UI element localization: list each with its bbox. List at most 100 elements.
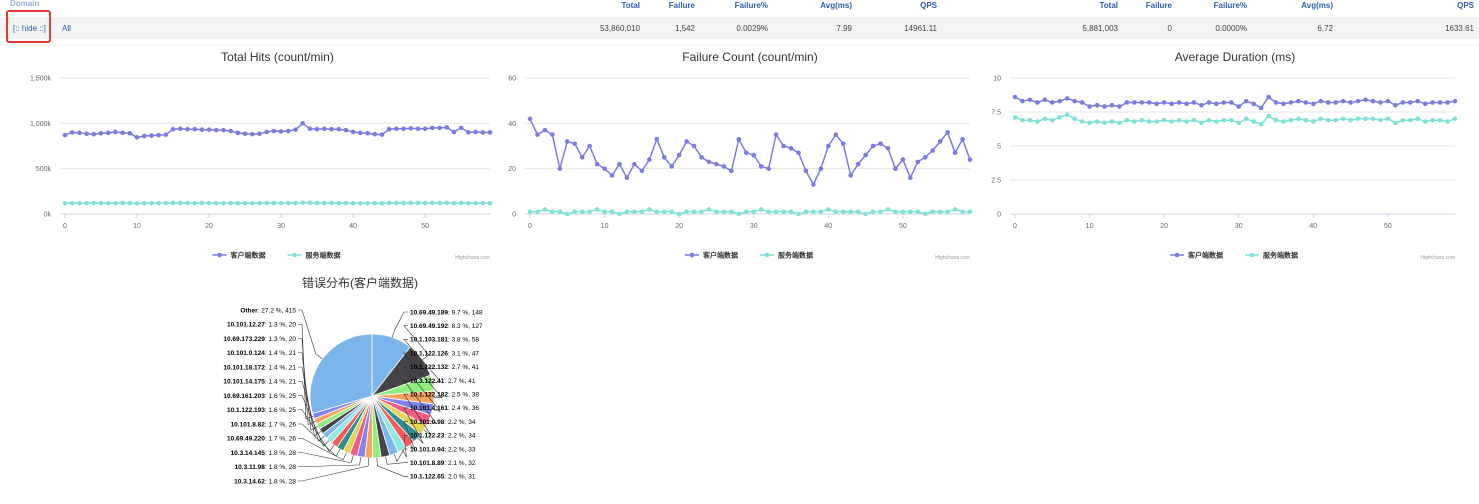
label-connector bbox=[403, 339, 442, 384]
pie-label-separator: : bbox=[448, 392, 452, 399]
point bbox=[177, 126, 183, 132]
point bbox=[177, 200, 183, 206]
point bbox=[870, 143, 876, 149]
point bbox=[1422, 119, 1428, 124]
point bbox=[855, 161, 861, 167]
pie-label-name: 10.1.103.181 bbox=[410, 337, 448, 344]
point bbox=[624, 209, 630, 215]
column-header: QPS bbox=[1457, 1, 1475, 10]
point bbox=[430, 125, 435, 131]
point bbox=[632, 209, 637, 215]
point bbox=[206, 127, 212, 132]
point bbox=[967, 209, 973, 215]
point bbox=[1199, 102, 1204, 108]
point bbox=[1281, 101, 1286, 107]
point bbox=[736, 211, 742, 217]
legend-marker bbox=[1174, 252, 1180, 258]
point bbox=[1378, 117, 1383, 123]
point bbox=[213, 200, 219, 206]
point bbox=[286, 128, 291, 134]
point bbox=[1087, 120, 1092, 126]
pie-label: 10.1.103.181: 3.8 %, 58 bbox=[410, 337, 479, 344]
point bbox=[401, 126, 406, 132]
point bbox=[1273, 100, 1279, 105]
pie-label: 10.1.122.132: 2.7 %, 41 bbox=[410, 364, 479, 371]
point bbox=[1042, 116, 1048, 122]
point bbox=[466, 130, 471, 135]
point bbox=[833, 132, 839, 137]
point bbox=[833, 209, 839, 215]
point bbox=[930, 209, 936, 215]
point bbox=[602, 209, 607, 215]
point bbox=[818, 209, 824, 215]
point bbox=[264, 200, 269, 206]
point bbox=[394, 126, 399, 132]
point bbox=[84, 131, 89, 137]
point bbox=[639, 168, 645, 174]
pie-label-name: 10.69.49.189 bbox=[410, 309, 448, 316]
pie-label: 10.1.122.126: 3.1 %, 47 bbox=[410, 350, 479, 357]
label-connector bbox=[385, 456, 408, 465]
y-tick-label: 0 bbox=[512, 212, 516, 219]
point bbox=[661, 209, 667, 215]
point bbox=[676, 211, 682, 217]
point bbox=[1035, 100, 1040, 105]
pie-label-name: Other bbox=[240, 307, 258, 314]
y-tick-label: 5 bbox=[997, 144, 1001, 151]
pie-label: Other: 27.2 %, 415 bbox=[240, 307, 296, 314]
pie-label-name: 10.101.8.89 bbox=[410, 460, 445, 467]
point bbox=[278, 129, 284, 134]
point bbox=[1064, 96, 1070, 101]
point bbox=[863, 211, 868, 217]
point bbox=[386, 126, 392, 132]
point bbox=[1355, 116, 1361, 122]
label-connector bbox=[403, 380, 438, 425]
point bbox=[350, 200, 356, 206]
point bbox=[818, 166, 824, 171]
point bbox=[1169, 101, 1174, 107]
pie-label: 10.101.4.161: 2.4 %, 36 bbox=[410, 405, 479, 412]
point bbox=[781, 143, 786, 149]
point bbox=[1146, 119, 1152, 124]
point bbox=[699, 155, 704, 160]
label-connector bbox=[376, 457, 408, 477]
point bbox=[900, 209, 906, 215]
point bbox=[1415, 98, 1421, 104]
pie-label-separator: : bbox=[448, 323, 452, 330]
column-header: Avg(ms) bbox=[1301, 1, 1333, 10]
point bbox=[579, 209, 585, 215]
pie-label-separator: : bbox=[444, 446, 448, 453]
point bbox=[336, 126, 342, 132]
y-tick-label: 7.5 bbox=[991, 110, 1001, 117]
point bbox=[788, 145, 794, 151]
point bbox=[1288, 117, 1294, 123]
pie-label: 10.69.173.229: 1.3 %, 20 bbox=[223, 336, 296, 343]
point bbox=[550, 209, 555, 215]
label-connector bbox=[403, 325, 430, 361]
point bbox=[480, 130, 486, 135]
pie-label-name: 10.3.122.41 bbox=[410, 378, 445, 385]
point bbox=[206, 200, 212, 206]
point bbox=[840, 209, 846, 215]
all-link[interactable]: All bbox=[62, 24, 71, 33]
point bbox=[1184, 119, 1189, 124]
point bbox=[1176, 117, 1182, 123]
hide-link[interactable]: [:: hide ::] bbox=[13, 24, 46, 33]
point bbox=[1221, 100, 1227, 105]
point bbox=[1109, 102, 1115, 108]
legend-marker bbox=[689, 252, 695, 258]
chart-title: Average Duration (ms) bbox=[1175, 50, 1296, 64]
point bbox=[314, 126, 320, 132]
point bbox=[609, 209, 615, 215]
point bbox=[257, 131, 262, 137]
point bbox=[1020, 98, 1025, 104]
point bbox=[69, 200, 75, 206]
pie-label-separator: : bbox=[444, 474, 448, 481]
point bbox=[249, 131, 255, 137]
point bbox=[542, 127, 548, 133]
point bbox=[1311, 119, 1316, 124]
point bbox=[134, 135, 140, 140]
point bbox=[900, 157, 906, 162]
point bbox=[141, 200, 147, 206]
